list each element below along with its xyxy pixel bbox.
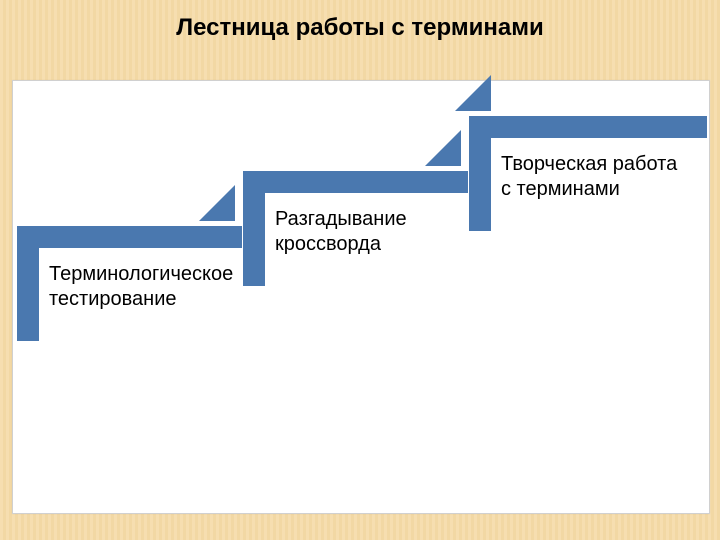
step-horizontal-bar	[243, 171, 468, 193]
step-label: Творческая работа с терминами	[501, 152, 677, 202]
step-arrow-icon	[455, 75, 491, 111]
step-arrow-icon	[425, 130, 461, 166]
diagram-panel: Терминологическое тестирование Разгадыван…	[12, 80, 710, 514]
step-label: Разгадывание кроссворда	[275, 207, 407, 257]
staircase-diagram: Терминологическое тестирование Разгадыван…	[13, 81, 709, 513]
step-arrow-icon	[199, 185, 235, 221]
staircase-step: Терминологическое тестирование	[17, 226, 242, 341]
staircase-step: Творческая работа с терминами	[469, 116, 707, 231]
step-label: Терминологическое тестирование	[49, 262, 233, 312]
staircase-step: Разгадывание кроссворда	[243, 171, 468, 286]
slide: Лестница работы с терминами Терминологич…	[0, 0, 720, 540]
step-horizontal-bar	[17, 226, 242, 248]
slide-title: Лестница работы с терминами	[0, 14, 720, 42]
step-horizontal-bar	[469, 116, 707, 138]
